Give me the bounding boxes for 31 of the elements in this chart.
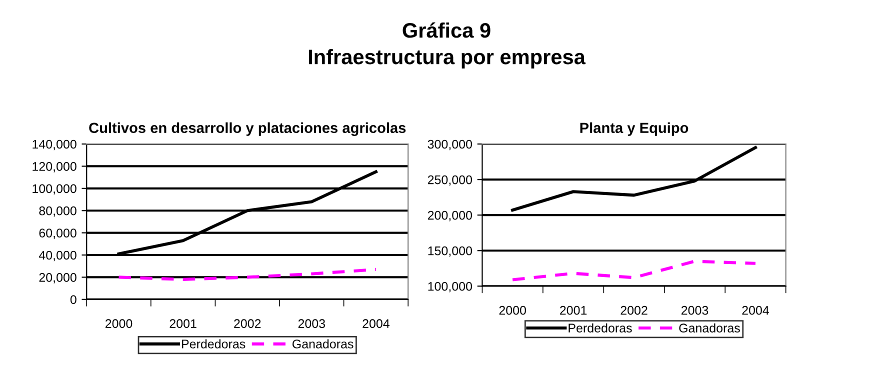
y-tick-label: 200,000 xyxy=(428,210,472,222)
legend-label: Perdedoras xyxy=(182,339,246,348)
y-tick-label: 250,000 xyxy=(428,175,472,186)
x-tick-label: 2004 xyxy=(742,306,770,315)
x-tick-label: 2004 xyxy=(362,319,390,328)
x-tick-label: 2003 xyxy=(298,319,326,328)
legend-label: Ganadoras xyxy=(292,339,354,348)
y-tick-label: 100,000 xyxy=(428,282,472,292)
y-tick-label: 80,000 xyxy=(39,206,76,217)
y-tick-label: 20,000 xyxy=(39,273,76,284)
x-tick-label: 2003 xyxy=(681,306,708,315)
x-tick-label: 2002 xyxy=(234,319,261,328)
y-tick-label: 120,000 xyxy=(32,162,76,172)
chart-title: Cultivos en desarrollo y plataciones agricolas xyxy=(89,122,406,136)
x-tick-label: 2002 xyxy=(620,306,648,315)
y-tick-label: 300,000 xyxy=(428,140,472,150)
chart-title: Planta y Equipo xyxy=(580,122,688,136)
y-tick-label: 60,000 xyxy=(39,228,76,239)
y-tick-label: 40,000 xyxy=(38,250,76,262)
x-tick-label: 2000 xyxy=(105,319,132,328)
x-tick-label: 2001 xyxy=(560,306,587,315)
y-tick-label: 0 xyxy=(70,295,76,304)
legend-label: Ganadoras xyxy=(679,323,740,332)
y-tick-label: 150,000 xyxy=(428,246,472,257)
legend-label: Perdedoras xyxy=(568,323,632,332)
y-tick-label: 100,000 xyxy=(32,184,76,195)
text: Infraestructura por empresa xyxy=(308,49,586,68)
x-tick-label: 2000 xyxy=(499,306,526,315)
x-tick-label: 2001 xyxy=(170,319,196,328)
y-tick-label: 140,000 xyxy=(32,140,76,150)
text: Gráfica 9 xyxy=(402,22,490,38)
